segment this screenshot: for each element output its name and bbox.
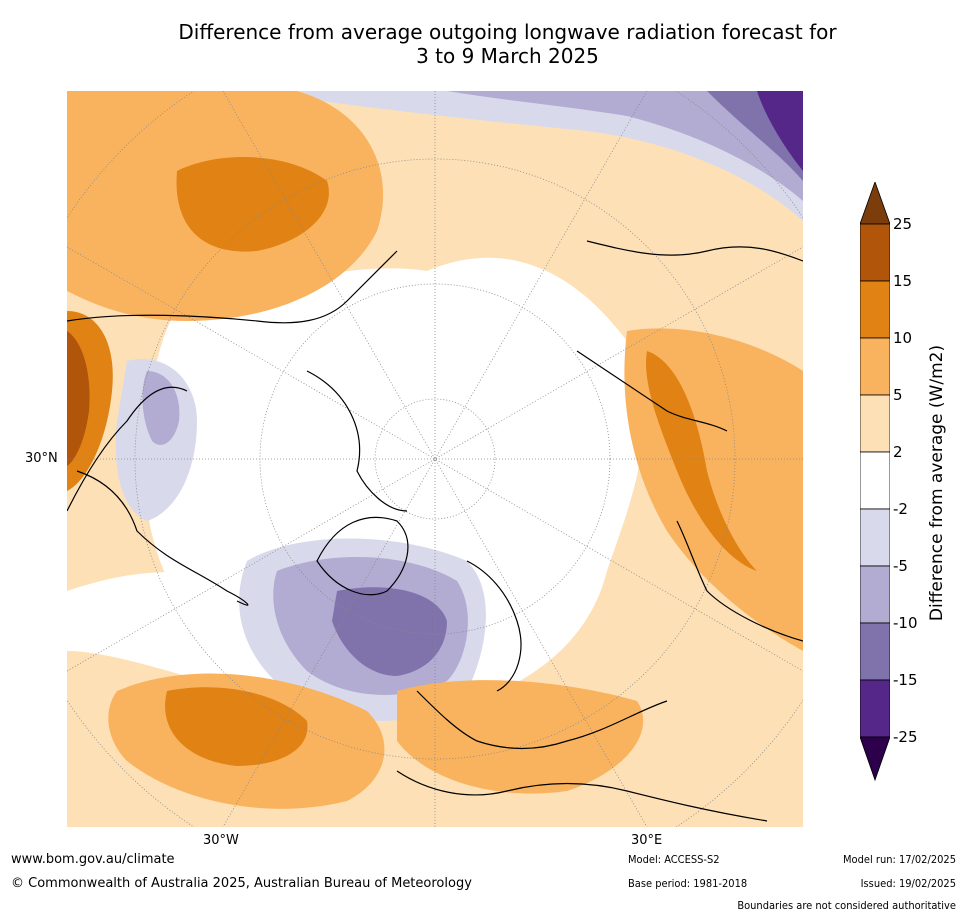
colorbar: [859, 180, 891, 782]
map-svg: [67, 91, 803, 827]
colorbar-tick: 2: [893, 443, 903, 461]
footer-disclaimer: Boundaries are not considered authoritat…: [737, 899, 956, 912]
chart-title: Difference from average outgoing longwav…: [0, 20, 965, 68]
title-line-2: 3 to 9 March 2025: [416, 44, 599, 68]
lat-label-30n: 30°N: [25, 451, 58, 466]
colorbar-bin-m10-m5: [859, 565, 891, 624]
title-line-1: Difference from average outgoing longwav…: [178, 20, 837, 44]
footer-copyright: © Commonwealth of Australia 2025, Austra…: [11, 876, 472, 891]
negative-anomaly-north-4: [757, 91, 803, 171]
footer-model: Model: ACCESS-S2: [628, 853, 720, 866]
negative-anomaly-west-2: [142, 371, 180, 445]
anomaly-map: [67, 91, 803, 827]
colorbar-tick: 5: [893, 386, 903, 404]
colorbar-extend-top: [859, 180, 891, 225]
negative-anomaly-atlantic-3: [332, 587, 447, 676]
lon-label-30w: 30°W: [203, 833, 239, 848]
positive-anomaly-pacific-2: [176, 157, 329, 252]
colorbar-label: Difference from average (W/m2): [927, 344, 947, 622]
positive-anomaly-subtropical-atlantic-2: [165, 687, 308, 766]
colorbar-tick: 25: [893, 215, 913, 233]
colorbar-tick: -5: [893, 557, 908, 575]
footer-base-period: Base period: 1981-2018: [628, 877, 748, 890]
colorbar-tick: -2: [893, 500, 908, 518]
colorbar-tick: 10: [893, 329, 913, 347]
colorbar-bin-neutral: [859, 451, 891, 510]
negative-anomaly-north-2: [447, 91, 803, 201]
graticule: [67, 91, 803, 827]
footer-website: www.bom.gov.au/climate: [11, 852, 175, 867]
colorbar-extend-bottom: [859, 736, 891, 782]
colorbar-tick: -25: [893, 728, 918, 746]
colorbar-bin-m5-m2: [859, 508, 891, 567]
footer-model-run: Model run: 17/02/2025: [843, 853, 956, 866]
colorbar-bin-15-25: [859, 223, 891, 282]
colorbar-tick: -15: [893, 671, 918, 689]
colorbar-svg: [859, 180, 891, 782]
positive-anomaly-west-coast-2: [67, 331, 90, 466]
colorbar-bin-10-15: [859, 280, 891, 339]
coastlines: [67, 240, 803, 822]
colorbar-bin-m25-m15: [859, 679, 891, 738]
footer-issued: Issued: 19/02/2025: [860, 877, 956, 890]
colorbar-bin-m15-m10: [859, 622, 891, 681]
positive-anomaly-asia-2: [646, 351, 757, 571]
colorbar-tick: 15: [893, 272, 913, 290]
colorbar-bin-5-10: [859, 337, 891, 396]
colorbar-bin-2-5: [859, 394, 891, 453]
positive-anomaly-europe: [397, 680, 644, 794]
colorbar-tick: -10: [893, 614, 918, 632]
lon-label-30e: 30°E: [631, 833, 663, 848]
